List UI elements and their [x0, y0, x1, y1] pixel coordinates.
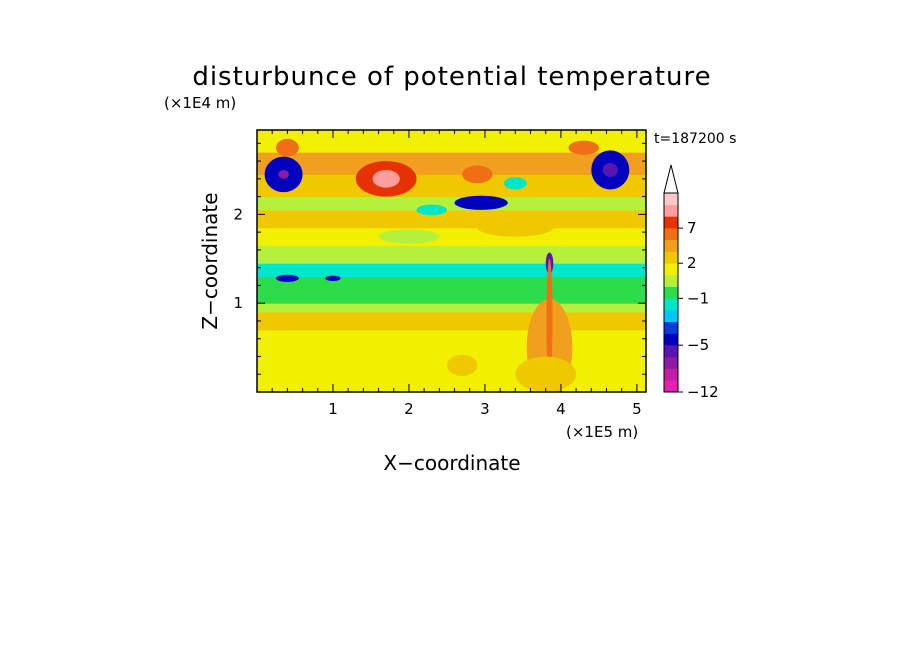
field-feature-7 [416, 204, 447, 216]
field-band-5 [257, 245, 646, 264]
field-band-9 [257, 174, 646, 198]
field-band-2 [257, 303, 646, 313]
colorbar-tick-label: −12 [687, 383, 719, 401]
colorbar-swatch [664, 333, 678, 346]
colorbar-swatch [664, 193, 678, 206]
colorbar-tick-label: 2 [687, 254, 697, 272]
colorbar-swatch [664, 239, 678, 252]
colorbar-extend-arrow [663, 164, 679, 194]
field-band-11 [257, 130, 646, 153]
field-band-6 [257, 227, 646, 246]
colorbar-swatch [664, 286, 678, 299]
colorbar-swatch [664, 298, 678, 311]
x-tick-label: 5 [632, 400, 642, 418]
field-feature-3 [372, 169, 400, 188]
chart-title: disturbunce of potential temperature [192, 62, 711, 92]
field-band-10 [257, 152, 646, 175]
contour-field [257, 130, 646, 392]
colorbar-swatch [664, 356, 678, 369]
plot-frame [256, 129, 647, 393]
field-band-4 [257, 263, 646, 278]
field-band-3 [257, 276, 646, 304]
y-tick-label: 2 [233, 205, 243, 223]
field-feature-15 [325, 275, 341, 281]
time-label: t=187200 s [654, 131, 736, 147]
colorbar-swatch [664, 310, 678, 323]
colorbar-swatch [664, 321, 678, 334]
x-tick-label: 3 [480, 400, 490, 418]
colorbar-tick-label: 7 [687, 219, 697, 237]
colorbar-swatch [664, 368, 678, 381]
colorbar-swatch [664, 204, 678, 217]
field-feature-12 [477, 218, 554, 237]
colorbar-tick-label: −1 [687, 289, 709, 307]
field-feature-13 [378, 229, 440, 244]
colorbar-swatch [664, 263, 678, 276]
field-feature-18 [546, 258, 553, 384]
field-feature-1 [278, 169, 289, 179]
x-axis: 1 2 3 4 5 [271, 130, 642, 418]
colorbar: −12−5−127 [663, 164, 719, 401]
x-tick-label: 4 [556, 400, 566, 418]
field-feature-11 [568, 140, 599, 155]
x-tick-label: 1 [328, 400, 338, 418]
field-feature-20 [446, 354, 478, 377]
field-feature-4 [275, 138, 299, 157]
field-feature-19 [515, 356, 577, 392]
colorbar-swatch [664, 251, 678, 264]
x-tick-label: 2 [404, 400, 414, 418]
y-axis-label: Z−coordinate [198, 192, 222, 329]
field-feature-8 [503, 177, 527, 190]
x-axis-label: X−coordinate [383, 451, 520, 475]
field-feature-6 [454, 195, 508, 210]
colorbar-swatch [664, 274, 678, 287]
x-unit-label: (×1E5 m) [566, 423, 638, 441]
colorbar-swatch [664, 380, 678, 393]
field-feature-10 [602, 162, 618, 178]
y-unit-label: (×1E4 m) [164, 94, 236, 112]
colorbar-swatch [664, 345, 678, 358]
field-feature-5 [462, 165, 493, 184]
colorbar-swatch [664, 216, 678, 229]
field-feature-14 [275, 274, 299, 282]
field-band-7 [257, 209, 646, 229]
colorbar-swatch [664, 228, 678, 241]
field-band-8 [257, 196, 646, 211]
y-tick-label: 1 [233, 294, 243, 312]
colorbar-tick-label: −5 [687, 336, 709, 354]
field-band-1 [257, 312, 646, 331]
y-axis: 12 [233, 142, 646, 375]
